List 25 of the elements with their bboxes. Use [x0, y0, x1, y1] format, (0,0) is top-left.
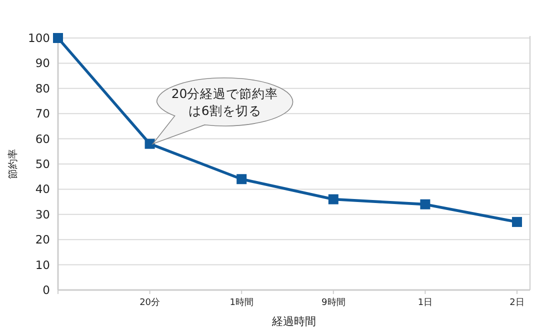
y-tick-label: 20 [35, 232, 50, 247]
x-axis-title: 経過時間 [271, 315, 316, 328]
y-tick-label: 50 [35, 157, 50, 171]
y-tick-label: 70 [35, 106, 50, 121]
y-tick-label: 30 [35, 207, 50, 222]
x-tick-label: 1時間 [230, 297, 254, 308]
point [53, 33, 63, 43]
y-tick-label: 100 [28, 31, 50, 45]
x-tick-label: 1日 [418, 298, 433, 308]
point [144, 138, 155, 149]
x-tick-label: 20分 [140, 297, 160, 308]
y-tick-label: 0 [42, 283, 50, 297]
y-tick-label: 10 [35, 258, 50, 272]
annotation: 20分経過で節約率は6割を切る [171, 86, 278, 118]
y-tick-label: 80 [35, 81, 50, 96]
x-tick-label: 2日 [510, 298, 524, 308]
y-tick-label: 60 [35, 132, 50, 146]
y-axis-title: 節約率 [7, 149, 19, 179]
x-tick-label: 9時間 [322, 297, 346, 308]
point [512, 216, 522, 227]
point [420, 199, 430, 210]
point [328, 194, 338, 204]
y-tick-label: 40 [35, 182, 50, 196]
point [236, 174, 247, 184]
y-tick-label: 90 [35, 56, 50, 70]
